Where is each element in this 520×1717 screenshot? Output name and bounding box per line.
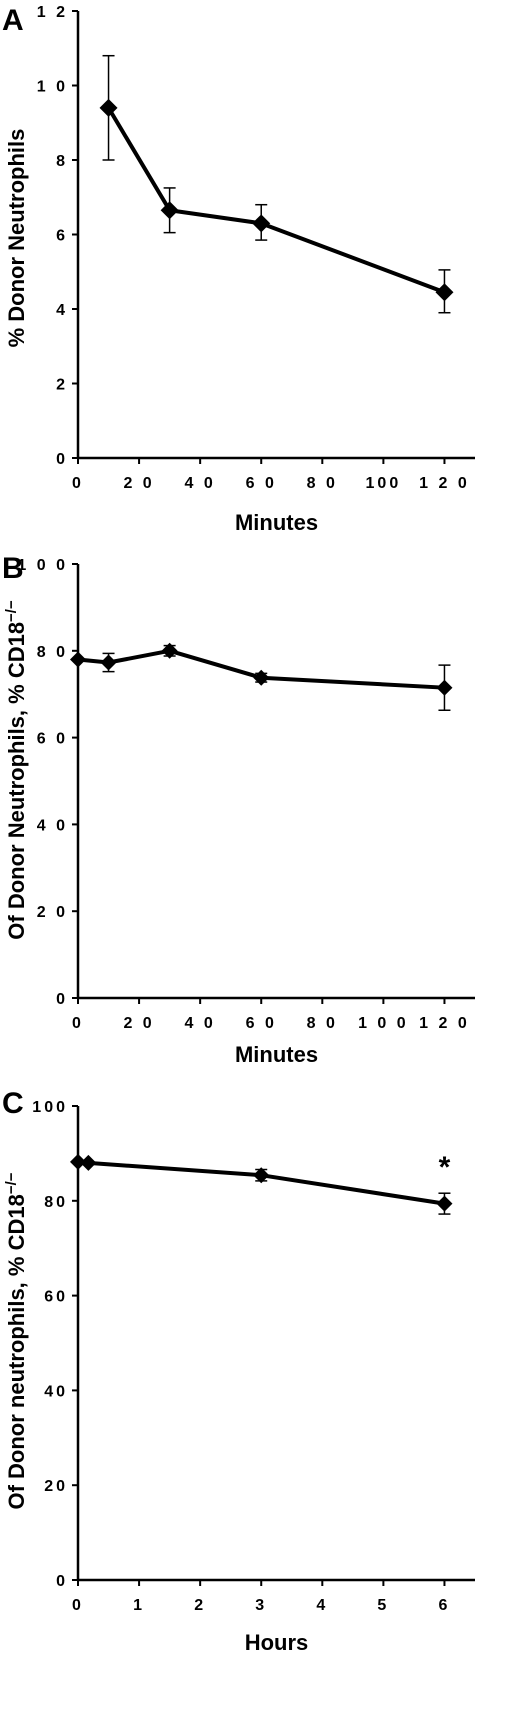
data-point-marker bbox=[253, 669, 270, 686]
panel-letter: B bbox=[2, 552, 24, 585]
data-point-marker bbox=[435, 283, 454, 302]
y-tick-label: 80 bbox=[44, 1194, 68, 1211]
y-axis-title: Of Donor neutrophils, % CD18−/− bbox=[3, 1172, 30, 1509]
y-tick-label: 1 0 bbox=[37, 79, 68, 96]
x-axis-title: Minutes bbox=[235, 510, 318, 535]
x-tick-label: 2 0 bbox=[123, 475, 154, 492]
x-tick-label: 2 0 bbox=[123, 1015, 154, 1032]
data-point-marker bbox=[160, 201, 179, 220]
y-tick-label: 0 bbox=[56, 1573, 68, 1590]
data-point-marker bbox=[80, 1154, 97, 1171]
series-line bbox=[106, 106, 446, 295]
panel-b: B 0 2 0 4 0 6 0 8 0 1 0 0 0 2 0 4 0 6 0 8 0 1 0 0 1 2… bbox=[2, 552, 475, 1067]
x-tick-label: 1 0 0 bbox=[358, 1015, 409, 1032]
panel-letter: C bbox=[2, 1087, 24, 1120]
data-point-marker bbox=[100, 654, 117, 671]
y-tick-label: 0 bbox=[56, 991, 68, 1008]
x-tick-label: 2 bbox=[194, 1597, 206, 1614]
x-tick-label: 1 bbox=[133, 1597, 145, 1614]
data-point-marker bbox=[70, 651, 86, 668]
x-tick-label: 0 bbox=[72, 475, 84, 492]
y-axis-title: % Donor Neutrophils bbox=[4, 129, 29, 348]
data-point-marker bbox=[70, 1153, 86, 1170]
panel-letter: A bbox=[2, 4, 24, 37]
significance-asterisk: * bbox=[439, 1151, 451, 1184]
x-tick-label: 4 bbox=[316, 1597, 328, 1614]
x-tick-label: 1 2 0 bbox=[419, 475, 470, 492]
y-tick-label: 6 0 bbox=[37, 731, 68, 748]
x-tick-label: 6 0 bbox=[246, 475, 277, 492]
y-tick-label: 2 bbox=[56, 377, 68, 394]
x-tick-label: 0 bbox=[72, 1597, 84, 1614]
data-point-marker bbox=[99, 98, 118, 117]
x-tick-label: 100 bbox=[366, 475, 402, 492]
data-point-marker bbox=[161, 642, 178, 659]
x-tick-label: 6 0 bbox=[246, 1015, 277, 1032]
x-axis-title: Hours bbox=[245, 1630, 309, 1655]
x-tick-label: 0 bbox=[72, 1015, 84, 1032]
y-tick-label: 1 0 0 bbox=[17, 557, 68, 574]
y-tick-label: 100 bbox=[32, 1099, 68, 1116]
y-tick-label: 1 2 bbox=[37, 4, 68, 21]
x-tick-label: 1 2 0 bbox=[419, 1015, 470, 1032]
x-tick-label: 5 bbox=[377, 1597, 389, 1614]
x-tick-label: 4 0 bbox=[185, 1015, 216, 1032]
y-tick-label: 8 bbox=[56, 153, 68, 170]
x-tick-label: 4 0 bbox=[185, 475, 216, 492]
x-tick-label: 3 bbox=[255, 1597, 267, 1614]
data-point-marker bbox=[252, 214, 271, 233]
y-tick-label: 40 bbox=[44, 1383, 68, 1400]
y-tick-label: 60 bbox=[44, 1289, 68, 1306]
x-axis-title: Minutes bbox=[235, 1042, 318, 1067]
y-tick-label: 20 bbox=[44, 1478, 68, 1495]
y-axis-title: Of Donor Neutrophils, % CD18−/− bbox=[3, 600, 30, 940]
data-point-marker bbox=[436, 1195, 453, 1212]
panel-c: C 0 20 40 60 80 100 0 1 2 3 4 5 6 Hours Of Donor neutro… bbox=[2, 1087, 475, 1655]
y-tick-label: 4 bbox=[56, 302, 68, 319]
y-tick-label: 0 bbox=[56, 451, 68, 468]
x-tick-label: 8 0 bbox=[307, 475, 338, 492]
y-tick-label: 4 0 bbox=[37, 817, 68, 834]
y-tick-label: 8 0 bbox=[37, 644, 68, 661]
data-point-marker bbox=[436, 679, 453, 696]
data-point-marker bbox=[253, 1167, 270, 1184]
x-tick-label: 6 bbox=[439, 1597, 451, 1614]
x-tick-label: 8 0 bbox=[307, 1015, 338, 1032]
y-tick-label: 6 bbox=[56, 228, 68, 245]
y-tick-label: 2 0 bbox=[37, 904, 68, 921]
